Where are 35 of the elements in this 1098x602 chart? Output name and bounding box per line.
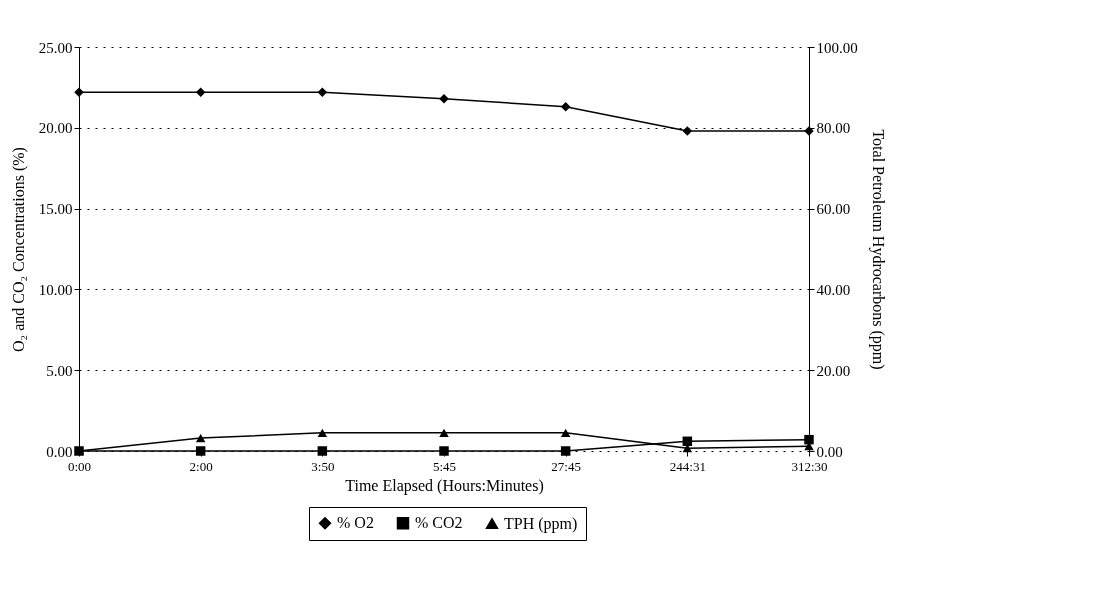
y-tick-label: 20.00 xyxy=(38,120,73,137)
point xyxy=(195,446,206,456)
y-tick-label: 0.00 xyxy=(46,443,73,460)
point xyxy=(439,93,449,104)
x-tick-label: 2:00 xyxy=(189,458,213,474)
y2-tick-label: 20.00 xyxy=(816,362,851,379)
legend-label: TPH (ppm) xyxy=(504,514,578,533)
point xyxy=(439,446,449,456)
x-tick-label: 27:45 xyxy=(551,458,581,474)
point xyxy=(317,87,328,97)
x-tick-label: 312:30 xyxy=(791,458,828,474)
point xyxy=(195,87,206,97)
x-tick-label: 0:00 xyxy=(67,458,92,474)
point xyxy=(560,102,571,112)
x-axis-title: Time Elapsed (Hours:Minutes) xyxy=(345,476,544,495)
point xyxy=(317,446,328,456)
y-axis-title: O₂ and CO₂ Concentrations (%) xyxy=(9,147,28,352)
legend-label: % CO2 xyxy=(415,514,463,532)
point xyxy=(804,434,814,445)
y2-tick-label: 0.00 xyxy=(816,443,843,460)
y-tick-label: 10.00 xyxy=(38,281,73,298)
y-tick-label: 25.00 xyxy=(38,39,73,56)
y2-axis-title: Total Petroleum Hydrocarbons (ppm) xyxy=(868,129,887,370)
x-tick-label: 5:45 xyxy=(432,458,457,474)
x-tick-label: 244:31 xyxy=(669,458,706,474)
point xyxy=(560,446,571,456)
y2-tick-label: 100.00 xyxy=(816,39,858,56)
y-tick-label: 5.00 xyxy=(46,362,73,379)
x-tick-label: 3:50 xyxy=(311,458,335,474)
y2-tick-label: 40.00 xyxy=(816,281,851,298)
legend-label: % O2 xyxy=(337,514,374,532)
y-tick-label: 15.00 xyxy=(38,201,73,218)
point xyxy=(682,126,693,136)
y2-tick-label: 60.00 xyxy=(816,201,851,218)
y2-tick-label: 80.00 xyxy=(816,120,851,137)
